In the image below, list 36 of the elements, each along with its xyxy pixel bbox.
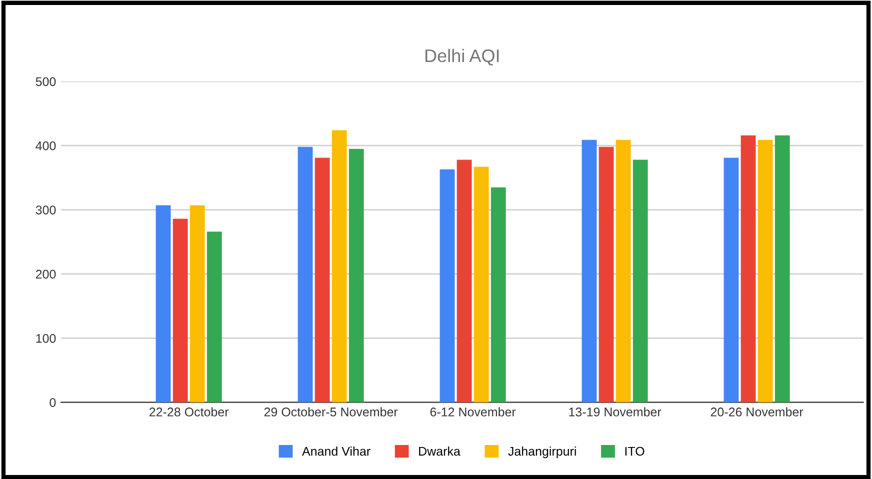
y-tick-label: 500 — [36, 77, 56, 86]
legend-label: Anand Vihar — [302, 446, 370, 456]
bar — [774, 135, 790, 402]
bar — [456, 160, 472, 402]
bar — [190, 205, 205, 402]
bar — [632, 160, 648, 402]
x-tick-label: 13-19 November — [569, 407, 662, 416]
legend-label: Jahangirpuri — [508, 446, 576, 458]
chart-title: Delhi AQI — [426, 48, 499, 66]
bar — [724, 158, 739, 402]
bar — [490, 187, 506, 402]
legend-label: ITO — [625, 446, 644, 456]
y-tick-label: 300 — [36, 206, 56, 214]
bar — [348, 148, 364, 402]
x-tick-label: 6-12 November — [430, 407, 516, 416]
y-tick-label: 400 — [36, 141, 56, 150]
bar — [598, 146, 614, 402]
bar — [440, 169, 455, 402]
y-tick-label: 100 — [36, 334, 56, 343]
bar — [206, 232, 222, 402]
bar — [582, 140, 597, 402]
y-tick-label: 0 — [50, 398, 56, 408]
bar — [758, 140, 773, 402]
x-tick-label: 20-26 November — [710, 407, 804, 416]
bar — [332, 130, 347, 402]
bar — [314, 158, 330, 402]
bar — [172, 218, 188, 402]
bar — [156, 205, 171, 402]
bar — [740, 135, 756, 402]
bar — [298, 146, 313, 402]
bar — [616, 140, 631, 402]
legend-label: Dwarka — [419, 446, 460, 456]
x-tick-label: 29 October-5 November — [264, 407, 398, 416]
bar — [474, 166, 489, 402]
x-tick-label: 22-28 October — [150, 407, 229, 416]
y-tick-label: 200 — [36, 270, 56, 279]
